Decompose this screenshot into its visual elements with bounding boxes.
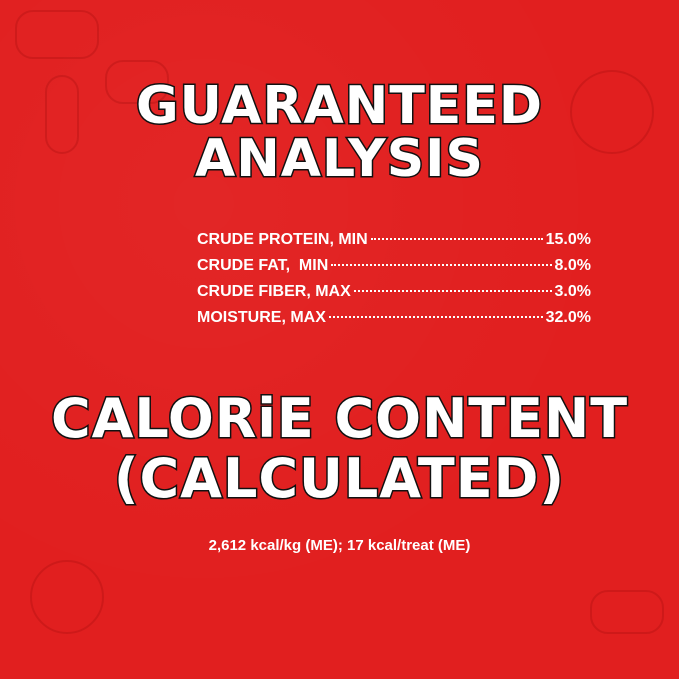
calorie-content-text: 2,612 kcal/kg (ME); 17 kcal/treat (ME): [208, 537, 471, 554]
guaranteed-analysis-title-line2: ANALYSIS: [194, 129, 485, 189]
dot-leader: [353, 290, 552, 292]
row-value: 32.0%: [545, 309, 591, 326]
calorie-content-title-line2: (CALCULATED): [112, 447, 566, 510]
dot-leader: [370, 238, 543, 240]
row-label: CRUDE FAT, MIN: [197, 257, 329, 274]
row-value: 15.0%: [545, 231, 591, 248]
dot-leader: [331, 264, 552, 266]
row-label: MOISTURE, MAX: [197, 309, 326, 326]
analysis-row: CRUDE PROTEIN, MIN 15.0%: [197, 231, 591, 257]
row-value: 3.0%: [554, 283, 591, 300]
calorie-content-title-line1: CALORiE CONTENT: [49, 387, 629, 450]
bowl-doodle: [590, 590, 664, 634]
analysis-row: MOISTURE, MAX 32.0%: [197, 309, 591, 335]
speech-bubble-doodle: [30, 560, 104, 634]
analysis-row: CRUDE FIBER, MAX 3.0%: [197, 283, 591, 309]
dot-leader: [328, 316, 543, 318]
bone-doodle: [15, 10, 99, 59]
analysis-row: CRUDE FAT, MIN 8.0%: [197, 257, 591, 283]
row-label: CRUDE PROTEIN, MIN: [197, 231, 368, 248]
row-value: 8.0%: [554, 257, 591, 274]
analysis-table: CRUDE PROTEIN, MIN 15.0% CRUDE FAT, MIN …: [197, 231, 591, 335]
bowl-doodle: [105, 60, 169, 104]
row-label: CRUDE FIBER, MAX: [197, 283, 351, 300]
hydrant-doodle: [45, 75, 79, 154]
guaranteed-analysis-title-line1: GUARANTEED: [134, 76, 544, 136]
speech-bubble-doodle: [570, 70, 654, 154]
